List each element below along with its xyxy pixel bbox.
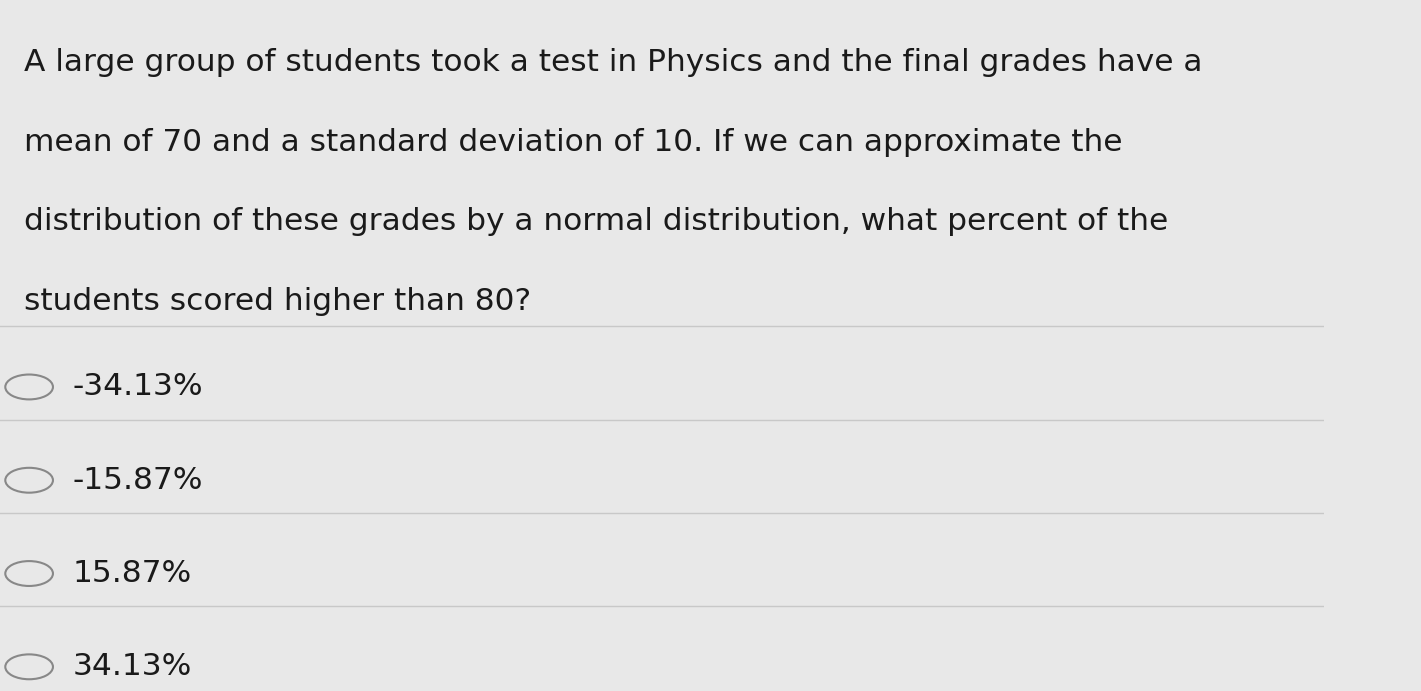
Text: students scored higher than 80?: students scored higher than 80? [24, 287, 531, 316]
Text: mean of 70 and a standard deviation of 10. If we can approximate the: mean of 70 and a standard deviation of 1… [24, 128, 1123, 157]
Text: -15.87%: -15.87% [72, 466, 203, 495]
Text: -34.13%: -34.13% [72, 372, 203, 401]
Text: 15.87%: 15.87% [72, 559, 192, 588]
Text: distribution of these grades by a normal distribution, what percent of the: distribution of these grades by a normal… [24, 207, 1168, 236]
Text: 34.13%: 34.13% [72, 652, 192, 681]
Text: A large group of students took a test in Physics and the final grades have a: A large group of students took a test in… [24, 48, 1202, 77]
